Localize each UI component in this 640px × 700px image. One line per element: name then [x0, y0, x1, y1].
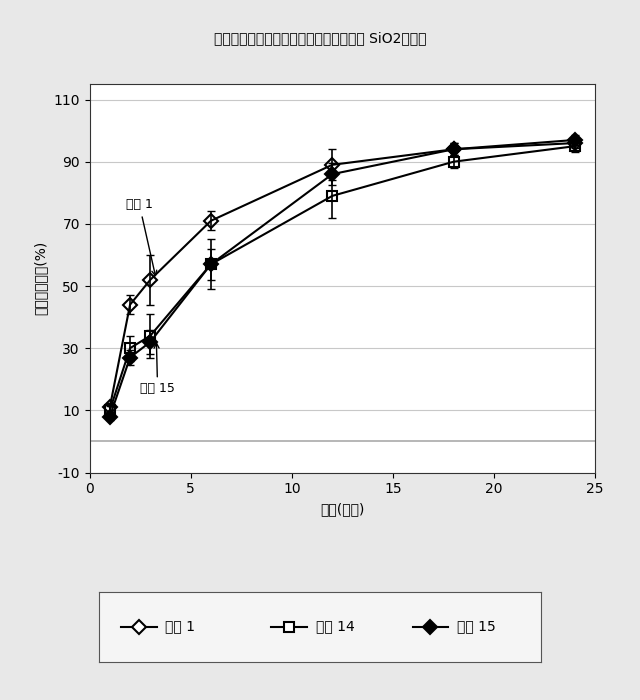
Text: 製剤 1: 製剤 1 — [165, 620, 195, 634]
Text: 製剤 15: 製剤 15 — [140, 343, 175, 396]
X-axis label: 時間(時間): 時間(時間) — [320, 502, 365, 516]
Y-axis label: 累積薬物放出(%): 累積薬物放出(%) — [34, 241, 48, 316]
Text: 製剤 15: 製剤 15 — [457, 620, 495, 634]
Text: 製剤 1: 製剤 1 — [126, 198, 157, 276]
Text: 製剤 14: 製剤 14 — [316, 620, 355, 634]
Text: オキシコドン放出プロファイルに対する SiO2の効果: オキシコドン放出プロファイルに対する SiO2の効果 — [214, 32, 426, 46]
